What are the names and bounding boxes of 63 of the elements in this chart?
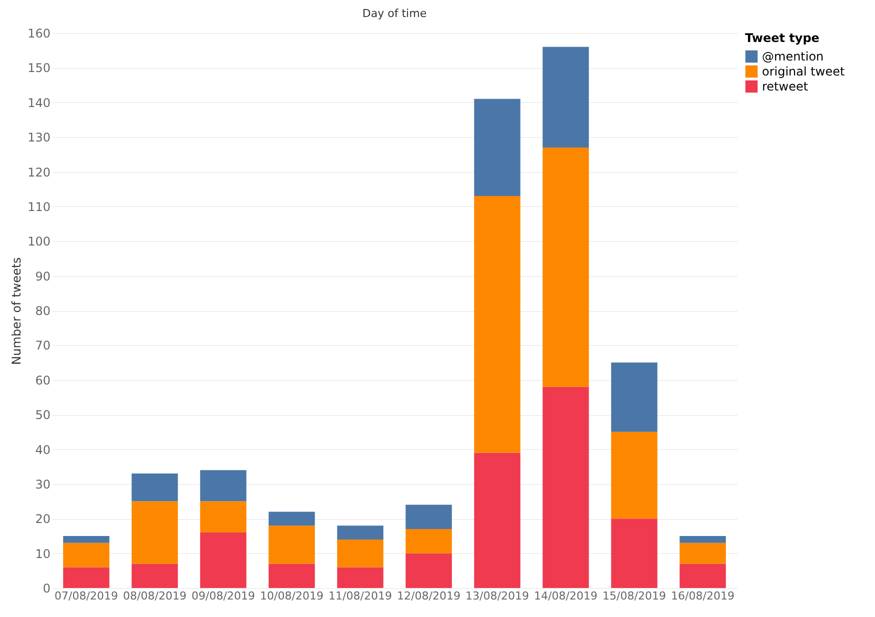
y-tick-label: 70: [35, 338, 50, 353]
bar: [680, 542, 726, 564]
bar: [337, 567, 384, 588]
bar: [474, 452, 520, 588]
y-tick-label: 60: [35, 373, 50, 388]
bar: [406, 529, 452, 554]
x-tick-label: 15/08/2019: [602, 590, 666, 602]
x-tick-label: 10/08/2019: [260, 590, 324, 602]
y-tick-label: 10: [35, 546, 50, 561]
bar: [474, 98, 520, 196]
legend-title: Tweet type: [745, 31, 820, 45]
x-tick-label: 13/08/2019: [466, 590, 529, 602]
x-tick-label: 09/08/2019: [192, 590, 255, 602]
y-tick-label: 110: [28, 200, 50, 214]
bar: [132, 474, 178, 502]
bar: [680, 564, 726, 588]
y-tick-label: 90: [35, 269, 50, 284]
y-tick-label: 50: [35, 408, 50, 422]
bar: [611, 518, 658, 588]
bar: [406, 553, 452, 588]
bar: [132, 564, 178, 588]
bar: [542, 147, 589, 387]
y-tick-label: 30: [35, 477, 50, 492]
bar: [406, 504, 452, 530]
y-tick-label: 100: [28, 234, 50, 249]
y-tick-label: 20: [35, 512, 50, 526]
bar: [542, 46, 589, 148]
y-tick-label: 0: [42, 582, 50, 596]
bar: [63, 542, 110, 568]
bar: [611, 432, 658, 519]
x-tick-label: 14/08/2019: [534, 590, 598, 602]
x-tick-label: 11/08/2019: [328, 590, 392, 602]
bar: [680, 536, 726, 543]
bar: [268, 564, 315, 588]
bar: [63, 567, 110, 588]
legend-label: original tweet: [762, 64, 845, 78]
y-tick-label: 150: [28, 61, 50, 76]
y-tick-label: 40: [35, 442, 50, 457]
x-tick-label: 08/08/2019: [123, 590, 186, 602]
y-tick-label: 130: [28, 130, 50, 145]
y-tick-label: 120: [28, 165, 50, 180]
bar: [542, 386, 589, 588]
bar: [63, 536, 110, 543]
bar: [337, 539, 384, 568]
legend-label: @mention: [762, 50, 824, 64]
y-axis-title: Number of tweets: [10, 257, 24, 365]
y-tick-label: 160: [28, 26, 50, 40]
bar: [200, 470, 246, 502]
y-tick-label: 140: [28, 96, 50, 110]
bar: [611, 362, 658, 432]
legend-label: retweet: [762, 80, 808, 94]
y-tick-label: 80: [35, 304, 50, 318]
bar: [200, 532, 246, 588]
bar: [200, 501, 246, 532]
bar: [268, 512, 315, 526]
bar: [268, 526, 315, 564]
bar: [337, 526, 384, 540]
bar: [132, 501, 178, 564]
x-axis-title: Day of time: [362, 7, 427, 20]
x-tick-label: 16/08/2019: [671, 590, 734, 602]
x-tick-label: 12/08/2019: [397, 590, 460, 602]
bar: [474, 196, 520, 453]
x-tick-label: 07/08/2019: [54, 590, 118, 602]
